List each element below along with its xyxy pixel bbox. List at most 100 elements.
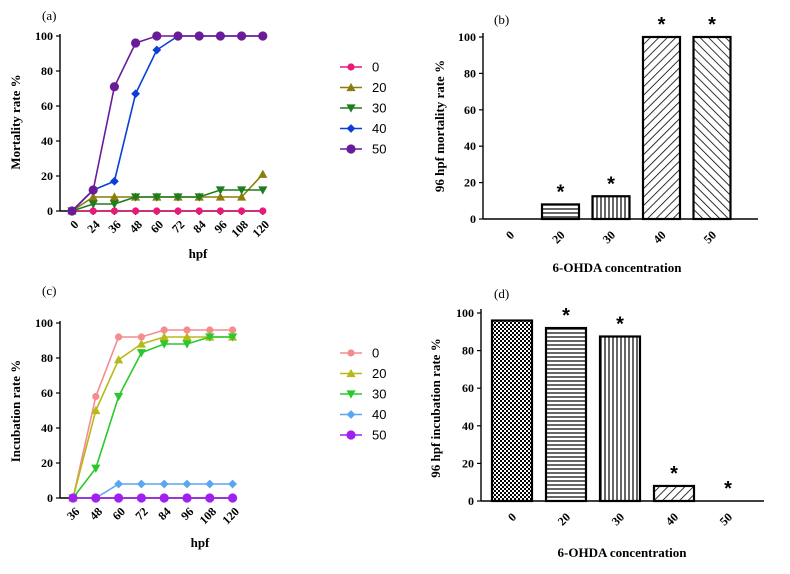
- significance-star: *: [670, 463, 678, 485]
- legend-marker-0: [347, 349, 355, 357]
- data-point-0: [132, 207, 140, 215]
- data-point-0: [259, 207, 267, 215]
- panel-c-series-group: [68, 326, 238, 503]
- data-point-40: [131, 89, 140, 99]
- y-tick-label: 20: [464, 176, 476, 190]
- data-point-50: [159, 493, 169, 503]
- panel-c-incubation-line-chart: (c) Incubation rate % hpf 0 20 40 60 80 100 36…: [8, 283, 386, 550]
- data-point-0: [115, 333, 123, 341]
- data-point-30: [159, 340, 169, 349]
- data-point-50: [68, 493, 78, 503]
- x-tick-label: 108: [197, 504, 220, 527]
- data-point-50: [215, 31, 225, 41]
- significance-star: *: [616, 314, 624, 336]
- data-point-50: [194, 31, 204, 41]
- significance-star: *: [724, 478, 732, 500]
- panel-b-mortality-bar-chart: (b) 96 hpf mortality rate % 6-OHDA conce…: [432, 12, 758, 275]
- x-tick-label: 120: [250, 217, 273, 240]
- data-point-20: [159, 332, 169, 341]
- x-tick-label: 60: [148, 217, 166, 235]
- data-point-30: [215, 186, 225, 195]
- data-point-50: [258, 31, 268, 41]
- data-point-20: [114, 355, 124, 364]
- significance-star: *: [658, 14, 666, 36]
- y-tick-label: 20: [41, 169, 53, 183]
- x-tick-label: 50: [717, 510, 735, 528]
- y-tick-label: 80: [41, 64, 53, 78]
- x-tick-label: 50: [701, 228, 719, 246]
- panel-a-label: (a): [42, 8, 56, 23]
- x-tick-label: 72: [132, 504, 150, 522]
- bar-20: [540, 203, 581, 221]
- data-point-50: [152, 31, 162, 41]
- legend-label-30: 30: [372, 101, 386, 116]
- data-point-0: [153, 207, 161, 215]
- data-point-0: [206, 326, 214, 334]
- series-line-20: [72, 336, 233, 499]
- y-tick-label: 20: [462, 456, 474, 470]
- data-point-30: [109, 200, 119, 209]
- bar-20: [544, 326, 588, 503]
- x-tick-label: 96: [178, 504, 196, 522]
- data-point-0: [92, 392, 100, 401]
- series-line-40: [71, 35, 263, 212]
- significance-star: *: [557, 181, 565, 203]
- bar-30: [598, 335, 642, 503]
- data-point-0: [160, 326, 168, 334]
- y-tick-label: 100: [458, 30, 476, 44]
- data-point-20: [182, 332, 192, 341]
- data-point-30: [91, 464, 101, 473]
- panel-b-label: (b): [494, 12, 509, 27]
- legend-label-50: 50: [372, 428, 386, 443]
- data-point-30: [152, 193, 162, 202]
- y-tick-label: 40: [41, 421, 53, 435]
- data-point-50: [114, 493, 124, 503]
- legend-marker-40: [346, 124, 356, 133]
- y-tick-label: 100: [456, 306, 474, 320]
- legend-marker-30: [346, 390, 356, 399]
- data-point-30: [182, 340, 192, 349]
- bar-30: [591, 195, 631, 221]
- y-tick-label: 60: [464, 103, 476, 117]
- data-point-20: [91, 405, 101, 415]
- data-point-20: [237, 192, 247, 201]
- panel-c-x-axis-label: hpf: [191, 535, 210, 550]
- data-point-30: [258, 186, 268, 195]
- series-line-20: [71, 173, 264, 212]
- legend-label-40: 40: [372, 121, 386, 136]
- x-tick-label: 30: [609, 510, 627, 528]
- data-point-40: [182, 479, 192, 489]
- bar-50: [692, 35, 732, 221]
- panel-c-legend: 0 20 30 40 50: [340, 346, 386, 443]
- series-line-30: [71, 189, 263, 212]
- data-point-0: [183, 326, 191, 334]
- legend-label-30: 30: [372, 387, 386, 402]
- panel-d-bars-group: * * * *: [490, 305, 732, 503]
- significance-star: *: [708, 14, 716, 36]
- legend-label-40: 40: [372, 407, 386, 422]
- panel-d-x-axis-label: 6-OHDA concentration: [558, 545, 688, 560]
- x-tick-label: 48: [127, 217, 145, 235]
- data-point-0: [238, 207, 246, 215]
- y-tick-label: 40: [41, 134, 53, 148]
- data-point-50: [91, 493, 101, 503]
- data-point-40: [205, 479, 215, 489]
- data-point-50: [88, 185, 98, 195]
- legend-label-0: 0: [372, 346, 379, 361]
- data-point-50: [131, 38, 141, 48]
- x-tick-label: 120: [219, 504, 242, 527]
- x-tick-label: 30: [600, 228, 618, 246]
- y-tick-label: 20: [41, 456, 53, 470]
- x-tick-label: 36: [64, 504, 82, 522]
- x-tick-label: 84: [155, 504, 173, 522]
- y-tick-label: 0: [470, 212, 476, 226]
- legend-marker-30: [346, 104, 356, 113]
- legend-marker-20: [346, 368, 356, 378]
- y-tick-label: 100: [35, 29, 53, 43]
- panel-c-y-axis-label: Incubation rate %: [8, 360, 23, 463]
- x-tick-label: 40: [650, 228, 668, 246]
- x-tick-label: 0: [505, 510, 519, 524]
- series-line-30: [72, 336, 233, 499]
- x-tick-label: 60: [110, 504, 128, 522]
